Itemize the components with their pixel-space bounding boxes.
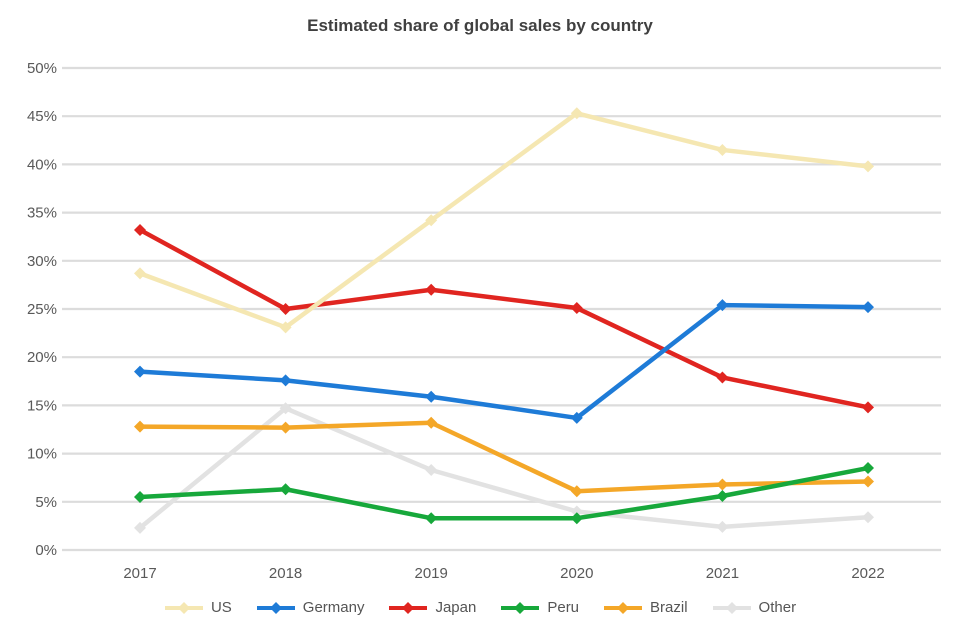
y-tick-label-5: 5% bbox=[35, 494, 57, 511]
series-marker-Peru-2017 bbox=[134, 490, 146, 503]
legend-marker-Brazil bbox=[604, 601, 643, 614]
x-tick-label-2021: 2021 bbox=[706, 565, 739, 582]
y-tick-label-45: 45% bbox=[27, 108, 57, 125]
y-tick-label-20: 20% bbox=[27, 349, 57, 366]
series-Brazil bbox=[134, 416, 874, 498]
legend-item-Other: Other bbox=[712, 599, 797, 616]
series-marker-Japan-2022 bbox=[862, 401, 874, 414]
series-marker-US-2022 bbox=[862, 160, 874, 173]
series-marker-Other-2018 bbox=[279, 402, 292, 415]
y-tick-label-25: 25% bbox=[27, 301, 57, 318]
series-marker-US-2021 bbox=[716, 143, 729, 156]
series-line-Peru bbox=[137, 465, 871, 521]
series-marker-Germany-2019 bbox=[425, 390, 438, 403]
series-marker-Germany-2022 bbox=[862, 301, 874, 314]
series-Germany bbox=[134, 299, 874, 424]
legend-label-Germany: Germany bbox=[302, 599, 365, 616]
series-marker-Brazil-2017 bbox=[134, 420, 146, 433]
legend-label-Other: Other bbox=[758, 599, 797, 616]
chart-title: Estimated share of global sales by count… bbox=[307, 16, 653, 35]
y-tick-label-40: 40% bbox=[27, 156, 57, 173]
legend-marker-Japan bbox=[389, 601, 428, 614]
series-marker-Japan-2017 bbox=[134, 223, 146, 236]
legend-item-Japan: Japan bbox=[388, 599, 476, 616]
series-line-Japan bbox=[137, 227, 871, 410]
series-marker-Germany-2020 bbox=[570, 411, 583, 424]
series-line-Brazil bbox=[137, 420, 871, 494]
series-Japan bbox=[134, 223, 874, 414]
legend: US Germany Japan Peru Brazil Other bbox=[0, 599, 960, 616]
series-marker-Peru-2022 bbox=[862, 462, 874, 475]
series-marker-Germany-2017 bbox=[134, 365, 146, 378]
series-line-Germany bbox=[137, 302, 871, 421]
series-marker-Brazil-2019 bbox=[425, 416, 438, 429]
series-marker-US-2017 bbox=[134, 267, 146, 280]
series-marker-Peru-2020 bbox=[570, 512, 583, 525]
x-tick-label-2019: 2019 bbox=[415, 565, 448, 582]
series-marker-Japan-2019 bbox=[425, 283, 438, 296]
series-marker-Other-2019 bbox=[425, 463, 438, 476]
series-marker-Japan-2021 bbox=[716, 371, 729, 384]
series-marker-Other-2017 bbox=[134, 521, 146, 534]
y-tick-label-15: 15% bbox=[27, 397, 57, 414]
legend-item-US: US bbox=[164, 599, 232, 616]
series-line-US bbox=[137, 111, 871, 330]
y-tick-label-30: 30% bbox=[27, 253, 57, 270]
x-tick-label-2018: 2018 bbox=[269, 565, 302, 582]
series-Peru bbox=[134, 462, 874, 525]
series-marker-US-2020 bbox=[570, 107, 583, 120]
x-tick-labels: 2017 2018 2019 2020 2021 2022 bbox=[123, 565, 884, 582]
legend-marker-Peru bbox=[501, 601, 540, 614]
legend-label-Japan: Japan bbox=[435, 599, 477, 616]
y-tick-label-10: 10% bbox=[27, 446, 57, 463]
y-tick-label-50: 50% bbox=[27, 60, 57, 77]
series-marker-Peru-2019 bbox=[425, 512, 438, 525]
legend-item-Brazil: Brazil bbox=[603, 599, 688, 616]
legend-item-Peru: Peru bbox=[500, 599, 579, 616]
series-marker-Brazil-2021 bbox=[716, 478, 729, 491]
legend-marker-Other bbox=[712, 601, 751, 614]
series-marker-Japan-2020 bbox=[570, 302, 583, 315]
legend-marker-Germany bbox=[256, 601, 295, 614]
series-marker-Peru-2021 bbox=[716, 490, 729, 503]
series-marker-Peru-2018 bbox=[279, 483, 292, 496]
series-marker-US-2018 bbox=[279, 321, 292, 334]
x-tick-label-2022: 2022 bbox=[851, 565, 884, 582]
legend-label-US: US bbox=[210, 599, 232, 616]
series-marker-Japan-2018 bbox=[279, 303, 292, 315]
series-Other bbox=[134, 402, 874, 534]
x-tick-label-2017: 2017 bbox=[123, 565, 156, 582]
series-US bbox=[134, 107, 874, 334]
series-marker-Brazil-2022 bbox=[862, 475, 874, 488]
legend-item-Germany: Germany bbox=[256, 599, 365, 616]
series-marker-Germany-2018 bbox=[279, 374, 292, 387]
series-marker-Germany-2021 bbox=[716, 299, 729, 312]
series-marker-Brazil-2018 bbox=[279, 421, 292, 434]
legend-marker-US bbox=[164, 601, 203, 614]
y-tick-label-0: 0% bbox=[35, 542, 57, 559]
series-marker-Brazil-2020 bbox=[570, 485, 583, 498]
legend-label-Brazil: Brazil bbox=[650, 599, 688, 616]
y-tick-label-35: 35% bbox=[27, 205, 57, 222]
x-tick-label-2020: 2020 bbox=[560, 565, 593, 582]
series-marker-Other-2022 bbox=[862, 511, 874, 524]
series-marker-Other-2021 bbox=[716, 520, 729, 533]
series-marker-Other-2020 bbox=[570, 505, 583, 518]
series-marker-US-2019 bbox=[425, 214, 438, 227]
legend-label-Peru: Peru bbox=[547, 599, 580, 616]
